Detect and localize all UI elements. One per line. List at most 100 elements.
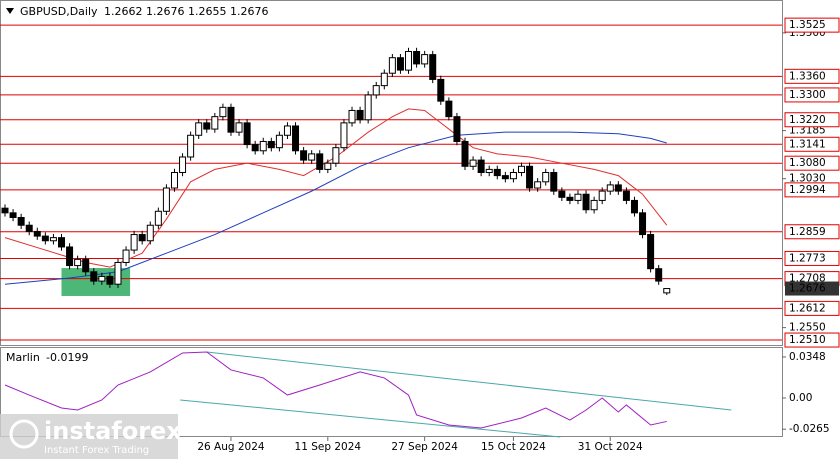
level-label: 1.3220 [789,114,826,126]
candle-body [663,288,671,294]
y-tick-label: 1.3185 [789,125,826,137]
candle-body [138,234,146,242]
candle-body [622,190,630,201]
candle-body [574,193,582,201]
level-label: 1.2612 [789,302,826,314]
symbol: GBPUSD,Daily [20,5,98,18]
candle-body [396,57,404,71]
candle-body [195,122,203,136]
candle-body [550,172,558,192]
candle-body [130,234,138,251]
candle-body [90,271,98,282]
candle-body [308,153,316,161]
candle-body [179,156,187,174]
level-label: 1.3141 [789,138,826,150]
x-tick-label: 11 Sep 2024 [295,441,362,453]
x-tick-label: 26 Aug 2024 [197,441,265,453]
candle-body [122,249,130,263]
menu-arrow [6,8,14,14]
watermark: instaforex Instant Forex Trading [0,414,182,459]
x-tick-label: 31 Oct 2024 [578,441,643,453]
candle-body [655,268,663,282]
candle-body [517,165,525,174]
level-label: 1.3525 [789,19,826,31]
level-label: 1.3080 [789,157,826,169]
candle-body [57,237,65,248]
candle-body [170,172,178,189]
candle-body [542,172,550,183]
candle-body [501,175,509,180]
candle-body [647,234,655,270]
candle-body [17,216,25,226]
watermark-logo [9,419,39,449]
candle-body [380,72,388,87]
candle-body [348,109,356,124]
candle-body [614,184,622,192]
level-label: 1.3360 [789,70,826,82]
candle-body [485,168,493,173]
indicator-name: Marlin [6,351,40,364]
trend-line [206,351,732,411]
candle-body [413,51,421,65]
candle-body [332,147,340,164]
trend-line [180,399,561,438]
level-label: 1.2773 [789,252,826,264]
candle-body [300,150,308,161]
candle-body [41,235,49,242]
candle-body [275,134,283,149]
candle-body [1,207,9,214]
candle-body [146,224,154,242]
axes: 1.35001.31851.30301.25501.35251.33601.33… [197,17,840,453]
indicator-panel [4,351,732,438]
candle-body [461,140,469,167]
candle-body [292,125,300,152]
candle-body [453,116,461,142]
candle-body [606,184,614,192]
candle-body [49,237,57,242]
candle-body [469,159,477,167]
candle-body [477,159,485,174]
candle-body [235,122,243,133]
candle-body [267,140,275,149]
candle-body [74,258,82,267]
candle-body [598,190,606,201]
candle-body [211,116,219,130]
candle-body [356,109,364,121]
level-label-box [784,250,840,266]
candle-body [187,134,195,158]
candle-body [340,122,348,149]
level-label-box [784,112,840,128]
level-label: 1.2994 [789,184,826,196]
candle-body [283,125,291,136]
candle-body [162,187,170,212]
candle-body [534,181,542,189]
candle-body [509,172,517,180]
indicator-line [4,351,667,429]
candle-body [154,210,162,226]
candle-body [372,85,380,96]
indicator-panel-frame [0,347,783,437]
header-open: 1.2662 [104,5,143,18]
candle-body [316,153,324,170]
header-low: 1.2655 [188,5,227,18]
candle-body [219,106,227,118]
candle-body [558,190,566,198]
candle-body [590,199,598,211]
level-label-box [784,68,840,84]
main-panel [0,24,782,341]
y-tick-label: 0.00 [789,392,812,404]
level-label-box [784,332,840,348]
watermark-tagline: Instant Forex Trading [44,445,149,456]
header: GBPUSD,Daily 1.2662 1.2676 1.2655 1.2676… [6,5,269,364]
x-tick-label: 15 Oct 2024 [481,441,546,453]
level-label: 1.2859 [789,226,826,238]
main-panel-frame [0,0,783,346]
y-tick-label: -0.0265 [789,423,830,435]
level-label-box [784,17,840,33]
header-high: 1.2676 [146,5,185,18]
candle-body [493,168,501,177]
y-tick-label: 1.2550 [789,322,826,334]
candle-body [25,224,33,232]
last-price-label: 1.2676 [789,283,826,295]
